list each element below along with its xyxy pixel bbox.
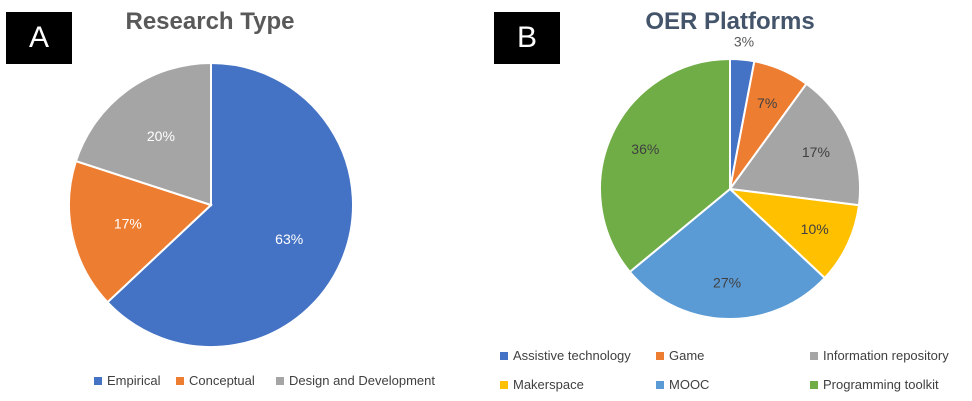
chart-0-data-label: 20% bbox=[147, 128, 175, 144]
chart-1-data-label: 7% bbox=[757, 95, 777, 111]
chart-0-data-label: 17% bbox=[114, 216, 142, 232]
legend-label: Programming toolkit bbox=[823, 377, 939, 392]
legend-swatch bbox=[810, 351, 818, 360]
chart-a-title: Research Type bbox=[125, 8, 295, 35]
legend-label: Conceptual bbox=[189, 373, 255, 388]
chart-1-legend-item: Information repository bbox=[810, 348, 949, 363]
legend-swatch bbox=[176, 376, 184, 385]
chart-0-legend-item: Conceptual bbox=[176, 373, 255, 388]
chart-1-legend-item: MOOC bbox=[656, 377, 709, 392]
chart-1-data-label: 17% bbox=[802, 144, 830, 160]
legend-swatch bbox=[656, 351, 664, 360]
chart-1-data-label: 36% bbox=[631, 141, 659, 157]
chart-1-legend-item: Assistive technology bbox=[500, 348, 631, 363]
chart-1-data-label: 27% bbox=[713, 275, 741, 291]
chart-0-slice-empirical bbox=[106, 61, 354, 348]
chart-b-title: OER Platforms bbox=[645, 8, 815, 35]
chart-0-slice-design-and-development bbox=[74, 61, 212, 207]
chart-0-legend-item: Empirical bbox=[94, 373, 160, 388]
legend-label: Empirical bbox=[107, 373, 161, 388]
chart-1-slice-programming-toolkit bbox=[599, 57, 731, 274]
legend-swatch bbox=[500, 351, 508, 360]
legend-swatch bbox=[656, 380, 664, 389]
chart-1-slice-makerspace bbox=[727, 187, 861, 280]
panel-a-badge: A bbox=[6, 12, 72, 64]
legend-label: Assistive technology bbox=[513, 348, 631, 363]
chart-1-legend-item: Programming toolkit bbox=[810, 377, 939, 392]
chart-1-legend-item: Makerspace bbox=[500, 377, 584, 392]
chart-0-legend-item: Design and Development bbox=[276, 373, 435, 388]
chart-1-slice-information-repository bbox=[728, 82, 861, 207]
chart-1-data-label: 3% bbox=[734, 33, 754, 49]
legend-swatch bbox=[810, 380, 818, 389]
legend-label: Design and Development bbox=[289, 373, 435, 388]
chart-1-legend-item: Game bbox=[656, 348, 704, 363]
legend-label: Game bbox=[669, 348, 705, 363]
chart-1-slice-mooc bbox=[628, 187, 827, 320]
chart-0-slice-conceptual bbox=[68, 159, 213, 304]
chart-1-data-label: 10% bbox=[801, 221, 829, 237]
chart-0-data-label: 63% bbox=[275, 231, 303, 247]
legend-swatch bbox=[500, 380, 508, 389]
legend-label: Information repository bbox=[823, 348, 949, 363]
legend-label: Makerspace bbox=[513, 377, 584, 392]
legend-swatch bbox=[276, 376, 284, 385]
legend-label: MOOC bbox=[669, 377, 710, 392]
panel-b-badge: B bbox=[494, 12, 560, 64]
legend-swatch bbox=[94, 376, 102, 385]
